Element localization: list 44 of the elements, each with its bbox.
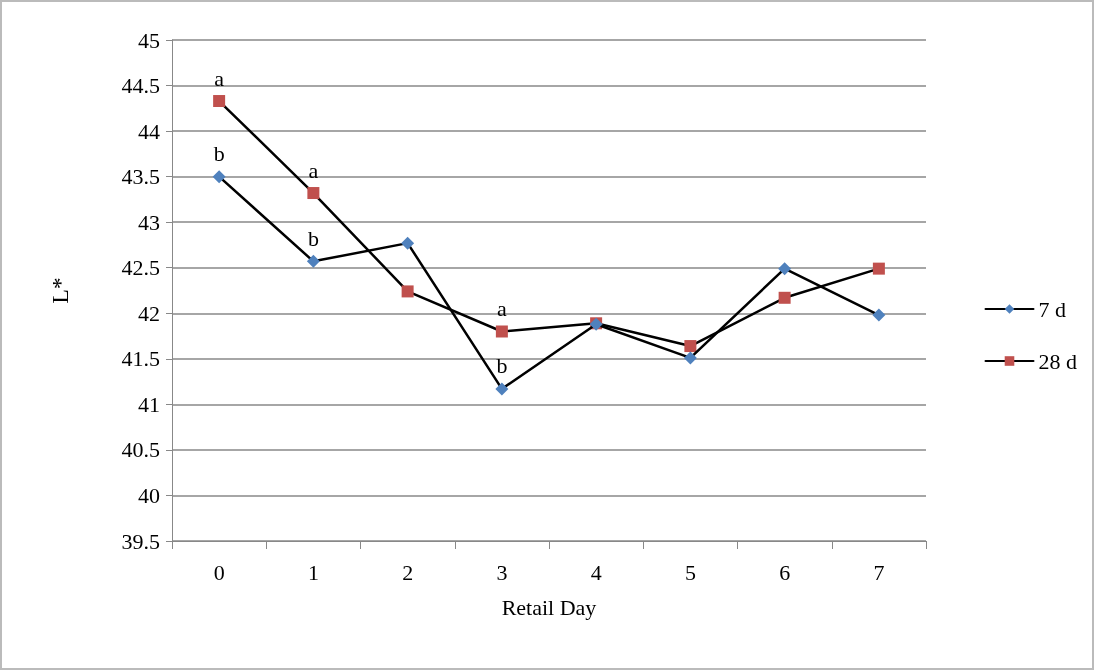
point xyxy=(684,340,697,353)
x-axis-title: Retail Day xyxy=(501,594,597,620)
x-tick-label: 2 xyxy=(402,559,414,585)
point xyxy=(872,308,886,322)
annotation: a xyxy=(308,157,319,183)
y-tick-label: 44.5 xyxy=(121,73,160,99)
y-tick-label: 42.5 xyxy=(121,255,160,281)
y-tick-label: 42 xyxy=(138,300,160,326)
point xyxy=(683,351,697,365)
y-tick-label: 43.5 xyxy=(121,164,160,190)
y-tick-label: 44 xyxy=(138,118,160,144)
annotation: b xyxy=(307,225,319,251)
annotation: b xyxy=(496,353,508,379)
y-tick-label: 40.5 xyxy=(121,437,160,463)
annotation: b xyxy=(213,141,225,167)
point xyxy=(306,254,320,268)
x-tick-label: 5 xyxy=(684,559,696,585)
annotation: a xyxy=(214,65,225,91)
point xyxy=(778,262,792,276)
point xyxy=(401,236,415,250)
annotation: a xyxy=(496,295,507,321)
y-tick-label: 40 xyxy=(138,482,160,508)
point xyxy=(495,382,509,396)
y-tick-label: 45 xyxy=(138,27,160,53)
point xyxy=(401,285,414,298)
y-tick-label: 41 xyxy=(138,391,160,417)
x-tick-label: 7 xyxy=(873,559,885,585)
x-tick-label: 1 xyxy=(307,559,319,585)
point xyxy=(778,291,791,304)
legend-label: 7 d xyxy=(1038,296,1066,322)
y-tick-label: 39.5 xyxy=(121,528,160,554)
point xyxy=(213,95,226,108)
point xyxy=(212,170,226,184)
point xyxy=(307,187,320,200)
y-tick-label: 43 xyxy=(138,209,160,235)
y-axis-title: L* xyxy=(47,277,73,304)
point xyxy=(872,262,885,275)
y-tick-label: 41.5 xyxy=(121,346,160,372)
x-tick-label: 4 xyxy=(590,559,602,585)
legend-label: 28 d xyxy=(1038,348,1077,374)
x-tick-label: 3 xyxy=(496,559,508,585)
x-tick-label: 0 xyxy=(213,559,225,585)
x-tick-label: 6 xyxy=(779,559,791,585)
point xyxy=(495,325,508,338)
